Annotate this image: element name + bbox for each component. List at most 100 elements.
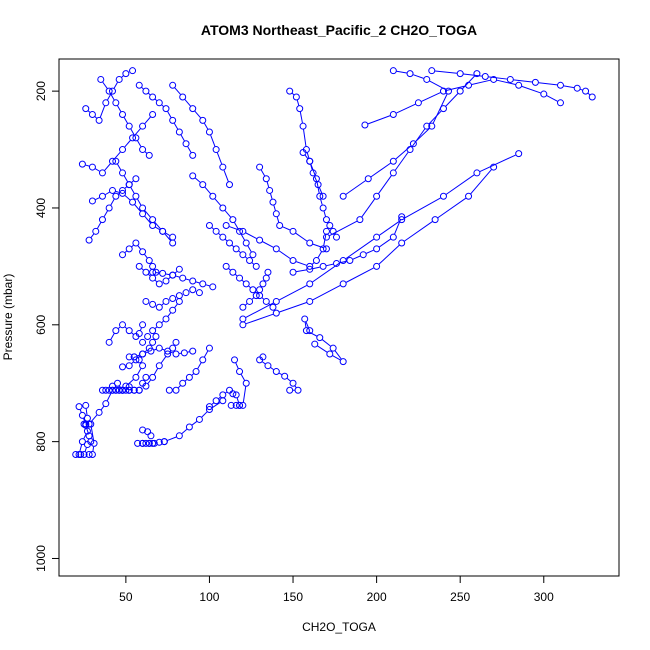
data-point bbox=[149, 93, 157, 101]
data-point bbox=[232, 401, 240, 409]
data-point bbox=[306, 327, 314, 335]
data-point bbox=[132, 175, 140, 183]
series-segment bbox=[185, 278, 190, 281]
series-segment bbox=[184, 99, 191, 107]
data-point bbox=[139, 248, 147, 256]
series-segment bbox=[167, 436, 177, 441]
data-point bbox=[398, 239, 406, 247]
data-point bbox=[205, 403, 213, 411]
data-point bbox=[231, 356, 239, 364]
data-point bbox=[259, 353, 267, 361]
data-point bbox=[232, 245, 240, 253]
data-point bbox=[179, 379, 187, 387]
series-segment bbox=[245, 232, 257, 240]
series-segment bbox=[167, 312, 172, 317]
series-segment bbox=[210, 134, 216, 147]
series-segment bbox=[488, 76, 508, 80]
data-point bbox=[306, 280, 314, 288]
series-segment bbox=[83, 433, 87, 439]
data-point bbox=[119, 189, 127, 197]
data-point bbox=[169, 116, 177, 124]
data-point bbox=[119, 146, 127, 154]
data-point bbox=[322, 227, 330, 235]
series-segment bbox=[79, 444, 83, 452]
series-13 bbox=[165, 344, 213, 394]
data-point bbox=[139, 146, 147, 154]
data-point bbox=[125, 353, 133, 361]
data-point bbox=[222, 221, 230, 229]
series-segment bbox=[170, 351, 174, 354]
series-30 bbox=[97, 75, 153, 159]
series-segment bbox=[303, 129, 307, 147]
data-point bbox=[132, 373, 140, 381]
series-segment bbox=[228, 268, 231, 271]
series-segment bbox=[367, 115, 391, 125]
series-segment bbox=[165, 232, 171, 236]
data-point bbox=[236, 227, 244, 235]
series-segment bbox=[144, 151, 148, 154]
data-point bbox=[155, 321, 163, 329]
data-point bbox=[108, 87, 116, 95]
data-point bbox=[262, 175, 270, 183]
data-point bbox=[289, 227, 297, 235]
data-point bbox=[145, 151, 153, 159]
data-point bbox=[389, 169, 397, 177]
series-segment bbox=[245, 256, 248, 259]
series-segment bbox=[248, 285, 251, 288]
data-point bbox=[139, 204, 147, 212]
data-point bbox=[139, 122, 147, 130]
x-tick-label: 300 bbox=[534, 590, 554, 604]
data-point bbox=[155, 362, 163, 370]
series-segment bbox=[294, 385, 297, 388]
series-segment bbox=[205, 284, 210, 287]
data-point bbox=[582, 87, 590, 95]
data-point bbox=[296, 105, 304, 113]
data-point bbox=[108, 386, 116, 394]
data-point bbox=[179, 93, 187, 101]
series-segment bbox=[279, 302, 307, 313]
data-point bbox=[226, 386, 234, 394]
data-point bbox=[139, 321, 147, 329]
data-point bbox=[272, 297, 280, 305]
data-point bbox=[164, 350, 172, 358]
series-5 bbox=[139, 426, 157, 447]
series-48 bbox=[339, 67, 452, 200]
data-point bbox=[272, 368, 280, 376]
data-point bbox=[272, 245, 280, 253]
series-segment bbox=[251, 297, 255, 300]
data-point bbox=[139, 350, 147, 358]
x-axis-label: CH2O_TOGA bbox=[302, 620, 376, 634]
data-point bbox=[272, 309, 280, 317]
series-segment bbox=[194, 177, 201, 183]
data-point bbox=[78, 438, 86, 446]
data-point bbox=[264, 362, 272, 370]
series-segment bbox=[236, 397, 240, 403]
data-point bbox=[139, 426, 147, 434]
data-point bbox=[125, 327, 133, 335]
series-segment bbox=[323, 211, 327, 217]
series-26 bbox=[85, 175, 140, 244]
data-point bbox=[135, 81, 143, 89]
data-point bbox=[80, 420, 88, 428]
series-segment bbox=[154, 279, 158, 283]
series-47 bbox=[428, 67, 596, 101]
data-point bbox=[147, 347, 155, 355]
data-point bbox=[431, 216, 439, 224]
series-segment bbox=[304, 322, 307, 328]
series-43 bbox=[239, 150, 523, 323]
data-point bbox=[142, 382, 150, 390]
series-segment bbox=[195, 281, 200, 284]
data-point bbox=[149, 216, 157, 224]
data-point bbox=[481, 73, 489, 81]
data-point bbox=[175, 128, 183, 136]
data-point bbox=[259, 280, 267, 288]
data-point bbox=[149, 300, 157, 308]
data-point bbox=[199, 356, 207, 364]
series-segment bbox=[463, 73, 483, 77]
data-point bbox=[205, 406, 213, 414]
series-segment bbox=[332, 355, 341, 361]
data-point bbox=[346, 257, 354, 265]
series-segment bbox=[316, 181, 320, 194]
series-segment bbox=[411, 128, 426, 148]
data-point bbox=[329, 344, 337, 352]
